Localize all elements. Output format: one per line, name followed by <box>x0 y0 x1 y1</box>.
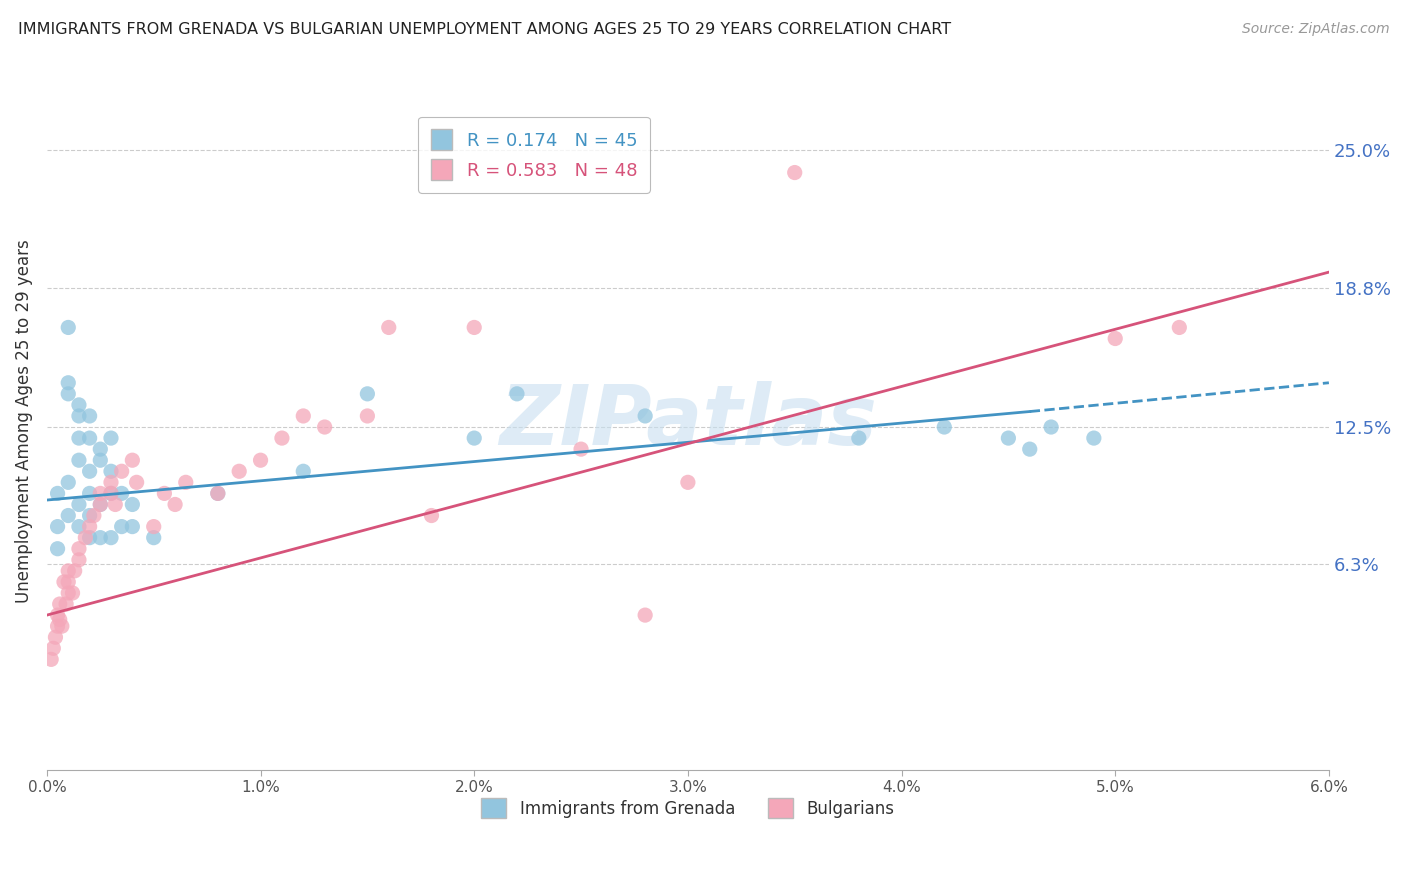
Text: ZIPatlas: ZIPatlas <box>499 381 877 462</box>
Point <box>58 387 80 401</box>
Point <box>67 541 90 556</box>
Point <box>53 574 76 589</box>
Point <box>377 320 399 334</box>
Point <box>67 553 90 567</box>
Point <box>89 453 111 467</box>
Point <box>569 442 592 457</box>
Point <box>67 498 90 512</box>
Point <box>356 387 378 401</box>
Point <box>46 519 69 533</box>
Point <box>121 498 143 512</box>
Point <box>934 420 956 434</box>
Point <box>848 431 870 445</box>
Point <box>463 431 485 445</box>
Point <box>67 398 90 412</box>
Point <box>79 486 101 500</box>
Point <box>79 409 101 423</box>
Point <box>79 531 101 545</box>
Point <box>67 409 90 423</box>
Point <box>89 442 111 457</box>
Point <box>58 574 80 589</box>
Point <box>48 613 70 627</box>
Point <box>676 475 699 490</box>
Point <box>89 498 111 512</box>
Point <box>165 498 187 512</box>
Point <box>463 320 485 334</box>
Point <box>207 486 229 500</box>
Point <box>46 486 69 500</box>
Point <box>75 531 97 545</box>
Point <box>121 519 143 533</box>
Point <box>314 420 336 434</box>
Text: IMMIGRANTS FROM GRENADA VS BULGARIAN UNEMPLOYMENT AMONG AGES 25 TO 29 YEARS CORR: IMMIGRANTS FROM GRENADA VS BULGARIAN UNE… <box>18 22 952 37</box>
Point <box>67 453 90 467</box>
Point <box>125 475 148 490</box>
Point <box>100 486 122 500</box>
Point <box>292 409 315 423</box>
Point <box>1168 320 1191 334</box>
Point <box>207 486 229 500</box>
Point <box>46 541 69 556</box>
Point <box>100 531 122 545</box>
Point <box>58 586 80 600</box>
Point <box>44 630 66 644</box>
Point <box>104 498 127 512</box>
Point <box>1018 442 1040 457</box>
Point <box>100 431 122 445</box>
Point <box>100 486 122 500</box>
Point <box>420 508 443 523</box>
Point <box>111 486 134 500</box>
Legend: Immigrants from Grenada, Bulgarians: Immigrants from Grenada, Bulgarians <box>475 792 901 824</box>
Point <box>100 475 122 490</box>
Point <box>292 464 315 478</box>
Point <box>79 464 101 478</box>
Point <box>63 564 86 578</box>
Point <box>67 431 90 445</box>
Point <box>79 431 101 445</box>
Point <box>634 608 657 623</box>
Point <box>271 431 294 445</box>
Point <box>58 376 80 390</box>
Point <box>1104 331 1126 345</box>
Point <box>58 564 80 578</box>
Point <box>100 464 122 478</box>
Point <box>58 475 80 490</box>
Text: Source: ZipAtlas.com: Source: ZipAtlas.com <box>1241 22 1389 37</box>
Point <box>62 586 84 600</box>
Point <box>111 519 134 533</box>
Point <box>634 409 657 423</box>
Point <box>142 531 165 545</box>
Point <box>39 652 62 666</box>
Point <box>174 475 197 490</box>
Point <box>46 608 69 623</box>
Point <box>249 453 271 467</box>
Point <box>48 597 70 611</box>
Point <box>783 165 806 179</box>
Point <box>121 453 143 467</box>
Point <box>89 486 111 500</box>
Point <box>67 519 90 533</box>
Point <box>506 387 529 401</box>
Point <box>51 619 73 633</box>
Point <box>153 486 176 500</box>
Point <box>89 498 111 512</box>
Point <box>356 409 378 423</box>
Point <box>228 464 250 478</box>
Point <box>55 597 77 611</box>
Point <box>89 531 111 545</box>
Point <box>997 431 1019 445</box>
Point <box>1040 420 1063 434</box>
Point <box>142 519 165 533</box>
Point <box>42 641 65 656</box>
Point <box>58 320 80 334</box>
Point <box>83 508 105 523</box>
Point <box>79 508 101 523</box>
Point <box>1083 431 1105 445</box>
Point <box>46 619 69 633</box>
Point <box>79 519 101 533</box>
Point <box>58 508 80 523</box>
Y-axis label: Unemployment Among Ages 25 to 29 years: Unemployment Among Ages 25 to 29 years <box>15 240 32 603</box>
Point <box>111 464 134 478</box>
